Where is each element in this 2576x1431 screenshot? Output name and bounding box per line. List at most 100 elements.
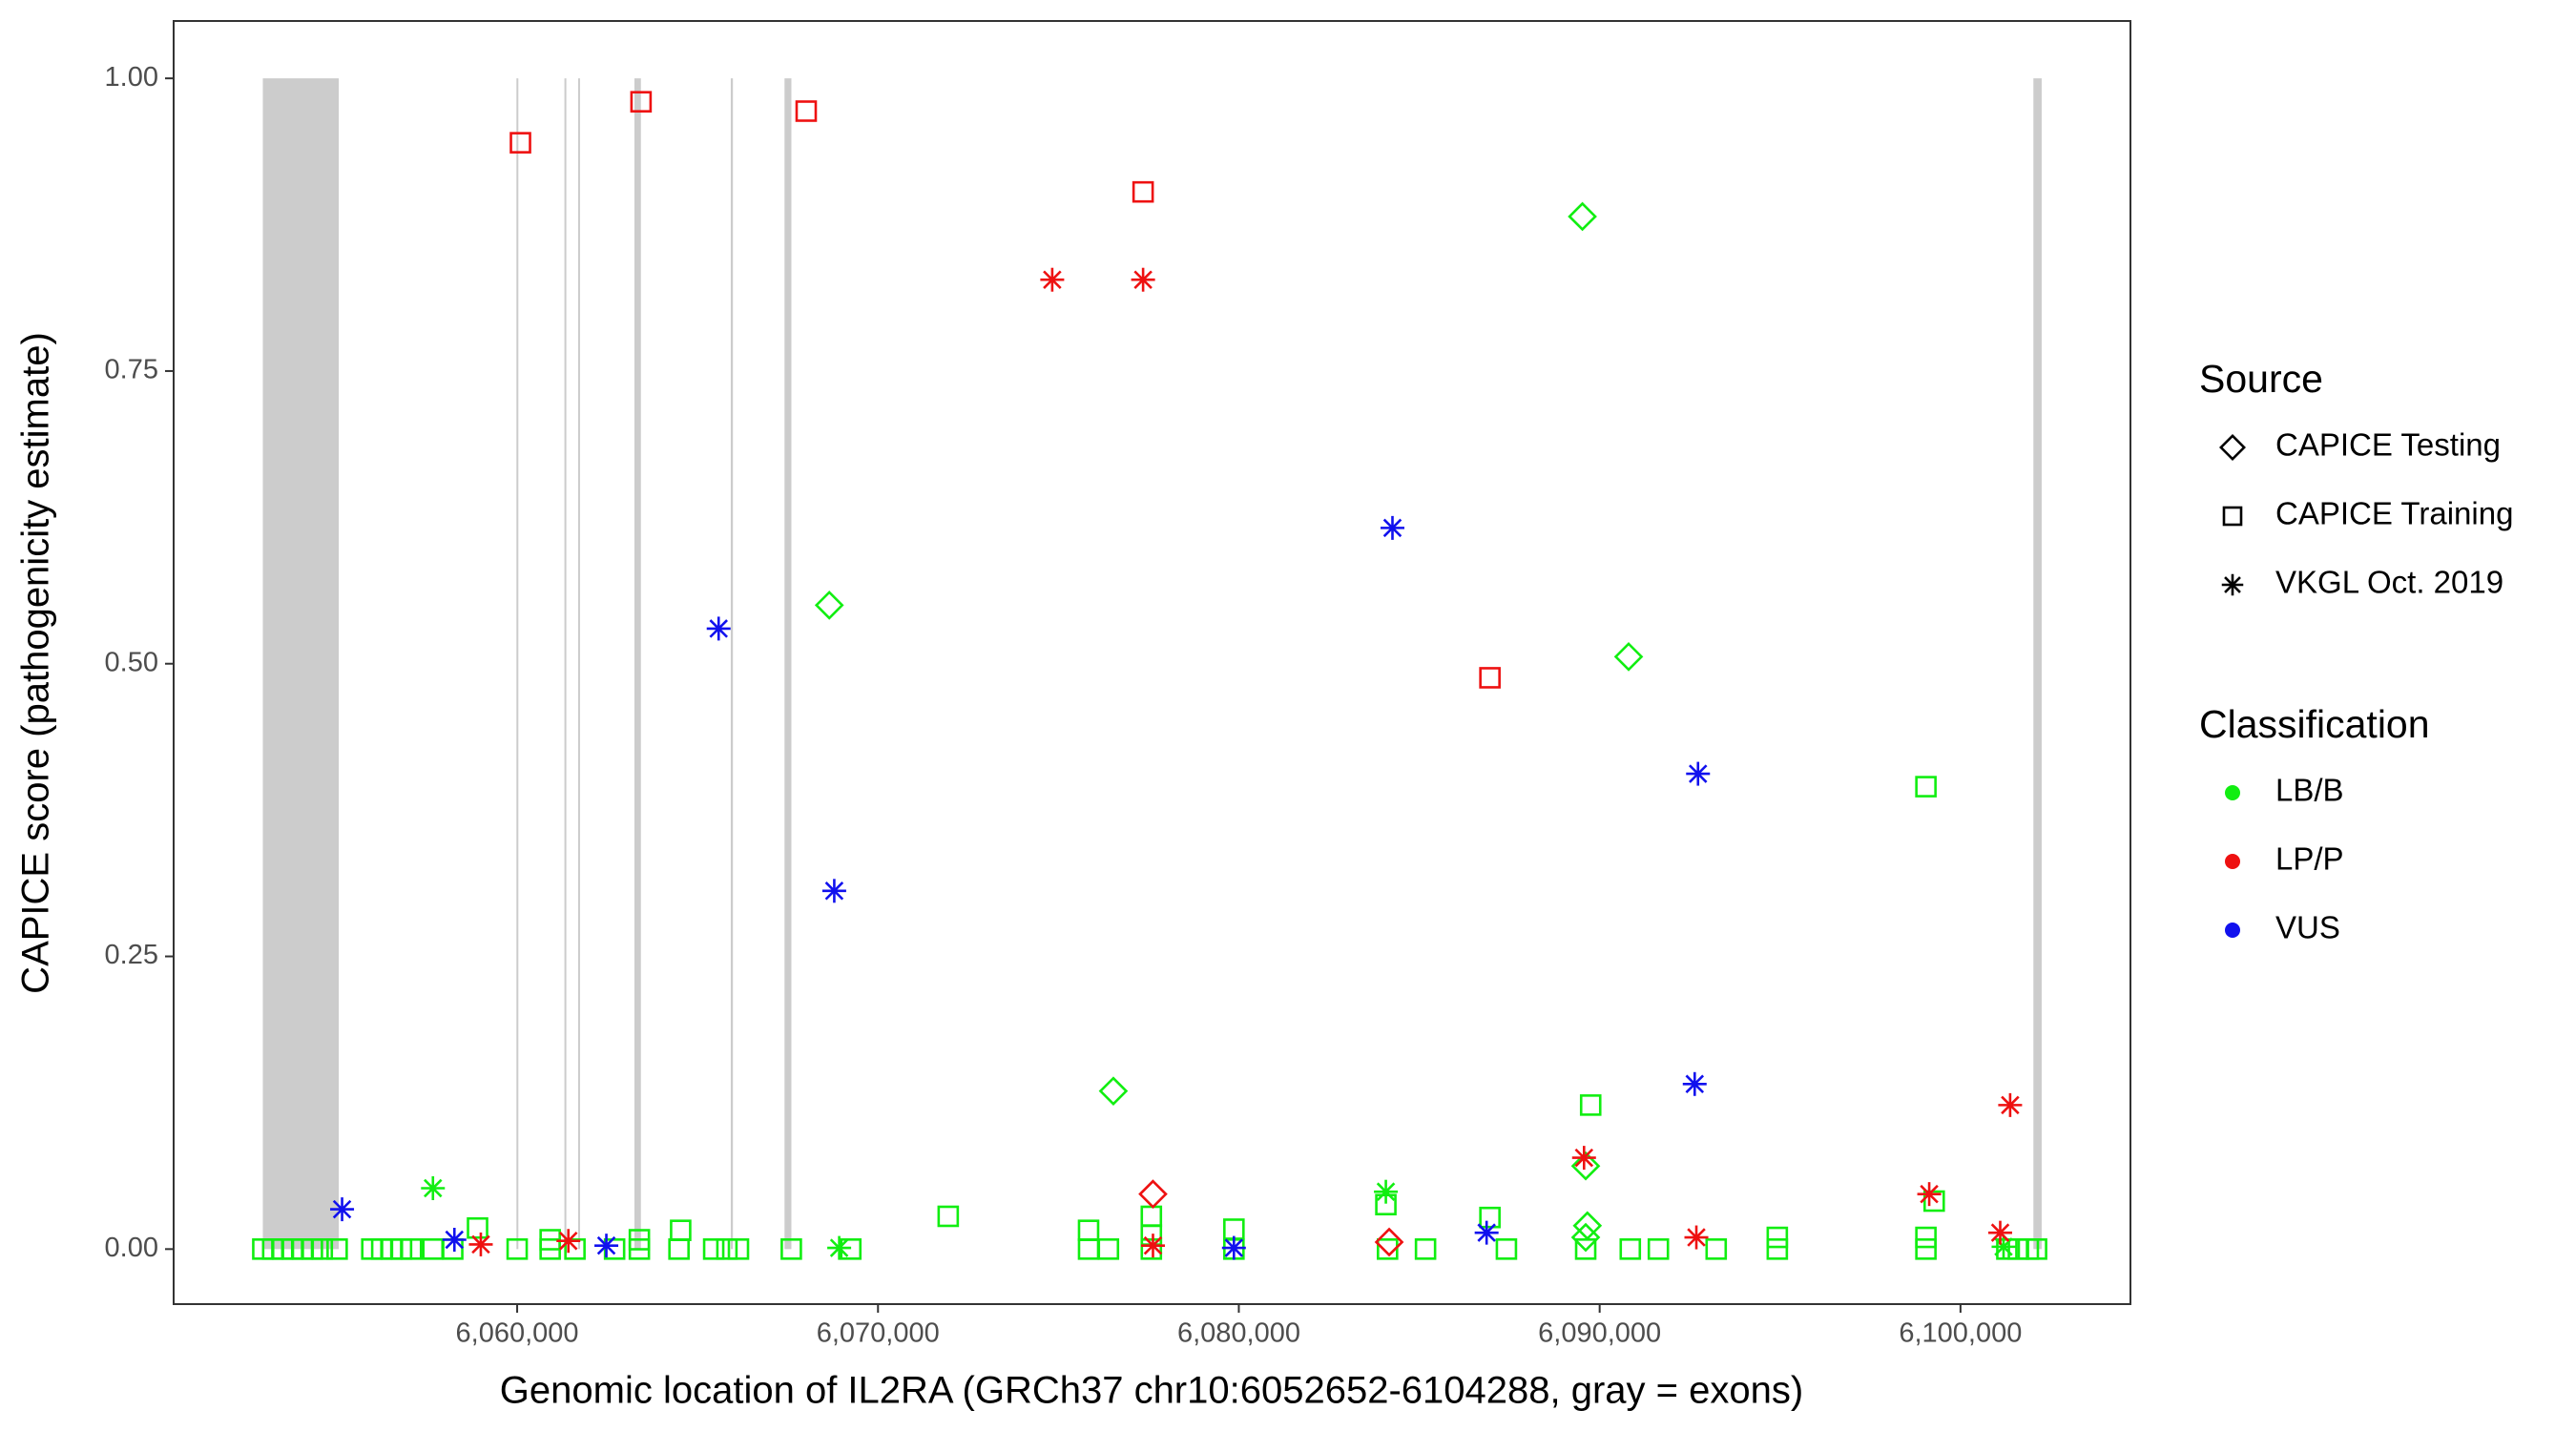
legend-symbol <box>2225 923 2240 938</box>
point <box>1374 1227 1404 1257</box>
y-tick-label: 0.75 <box>105 355 158 385</box>
exon <box>784 78 792 1250</box>
point <box>1140 1234 1165 1258</box>
point <box>1479 667 1501 689</box>
point <box>827 1235 852 1260</box>
point <box>1705 1238 1728 1260</box>
exon <box>730 78 734 1250</box>
point <box>727 1238 750 1260</box>
asterisk-stroke <box>1574 1148 1594 1168</box>
exon <box>262 78 340 1250</box>
point <box>1221 1235 1246 1260</box>
point <box>1766 1226 1789 1249</box>
point <box>1374 1179 1399 1204</box>
legend-symbol <box>2225 785 2240 800</box>
point <box>1380 515 1404 540</box>
legend-entry: CAPICE Testing <box>2275 427 2501 463</box>
point <box>780 1238 802 1260</box>
point <box>1040 267 1065 292</box>
point <box>1915 1238 1937 1260</box>
point <box>468 1232 493 1256</box>
point <box>1568 201 1597 232</box>
exon <box>564 78 567 1250</box>
asterisk-stroke <box>2224 576 2241 593</box>
asterisk-stroke <box>2001 1095 2020 1115</box>
point <box>1097 1238 1120 1260</box>
point <box>937 1205 960 1228</box>
point <box>564 1238 586 1260</box>
asterisk-stroke <box>1143 1235 1163 1255</box>
point <box>442 1228 467 1253</box>
point <box>1988 1220 2013 1245</box>
point <box>1077 1238 1100 1260</box>
point <box>1915 776 1937 798</box>
point <box>628 1229 651 1251</box>
point <box>716 1238 738 1260</box>
point <box>556 1229 581 1254</box>
point <box>1223 1218 1245 1240</box>
point <box>2025 1238 2047 1260</box>
asterisk-stroke <box>596 1235 616 1255</box>
point <box>467 1216 488 1239</box>
point <box>1998 1092 2023 1117</box>
exon <box>634 78 641 1250</box>
point <box>1414 1238 1437 1260</box>
point <box>311 1238 334 1260</box>
point <box>1131 267 1155 292</box>
x-axis-title: Genomic location of IL2RA (GRCh37 chr10:… <box>500 1370 1803 1412</box>
point <box>330 1197 355 1222</box>
point <box>603 1238 626 1260</box>
asterisk-stroke <box>709 619 728 638</box>
point <box>668 1238 690 1260</box>
point <box>1132 180 1154 203</box>
point <box>630 91 653 113</box>
point <box>1647 1238 1670 1260</box>
x-tick-label: 6,080,000 <box>1177 1318 1300 1349</box>
asterisk-stroke <box>445 1230 465 1250</box>
legend-symbol <box>2222 506 2243 527</box>
point <box>1991 1234 2016 1259</box>
point <box>422 1238 445 1260</box>
point <box>1495 1238 1518 1260</box>
point <box>506 1238 529 1260</box>
point <box>326 1238 348 1260</box>
asterisk-stroke <box>824 881 844 901</box>
point <box>509 132 531 154</box>
asterisk-stroke <box>558 1231 578 1251</box>
point <box>1140 1205 1163 1228</box>
point <box>814 591 844 620</box>
asterisk-stroke <box>1990 1223 2010 1242</box>
legend-title: Classification <box>2199 702 2430 746</box>
y-axis-title: CAPICE score (pathogenicity estimate) <box>15 332 57 994</box>
y-tick-label: 0.00 <box>105 1233 158 1263</box>
point <box>1915 1226 1937 1249</box>
point <box>1682 1071 1707 1096</box>
legend-entry: LB/B <box>2275 773 2344 808</box>
asterisk-stroke <box>1133 270 1153 289</box>
point <box>1766 1238 1789 1260</box>
plot-border <box>173 20 2131 1305</box>
asterisk-stroke <box>1920 1184 1939 1204</box>
legend-symbol <box>2221 573 2244 596</box>
point <box>594 1234 619 1258</box>
point <box>1474 1220 1499 1245</box>
asterisk-stroke <box>1376 1182 1396 1201</box>
legend-entry: VKGL Oct. 2019 <box>2275 565 2503 600</box>
x-tick-label: 6,090,000 <box>1538 1318 1661 1349</box>
asterisk-stroke <box>1687 1228 1706 1247</box>
asterisk-stroke <box>1382 518 1402 538</box>
point <box>1098 1076 1129 1106</box>
point <box>1574 1238 1597 1260</box>
asterisk-stroke <box>332 1199 352 1219</box>
point <box>702 1238 725 1260</box>
exon <box>2033 78 2042 1250</box>
asterisk-stroke <box>1685 1074 1705 1094</box>
asterisk-stroke <box>1477 1223 1496 1242</box>
exon <box>577 78 580 1250</box>
asterisk-stroke <box>829 1238 849 1257</box>
point <box>1922 1190 1945 1213</box>
point <box>1479 1206 1501 1229</box>
point <box>1619 1238 1642 1260</box>
point <box>1917 1182 1942 1207</box>
